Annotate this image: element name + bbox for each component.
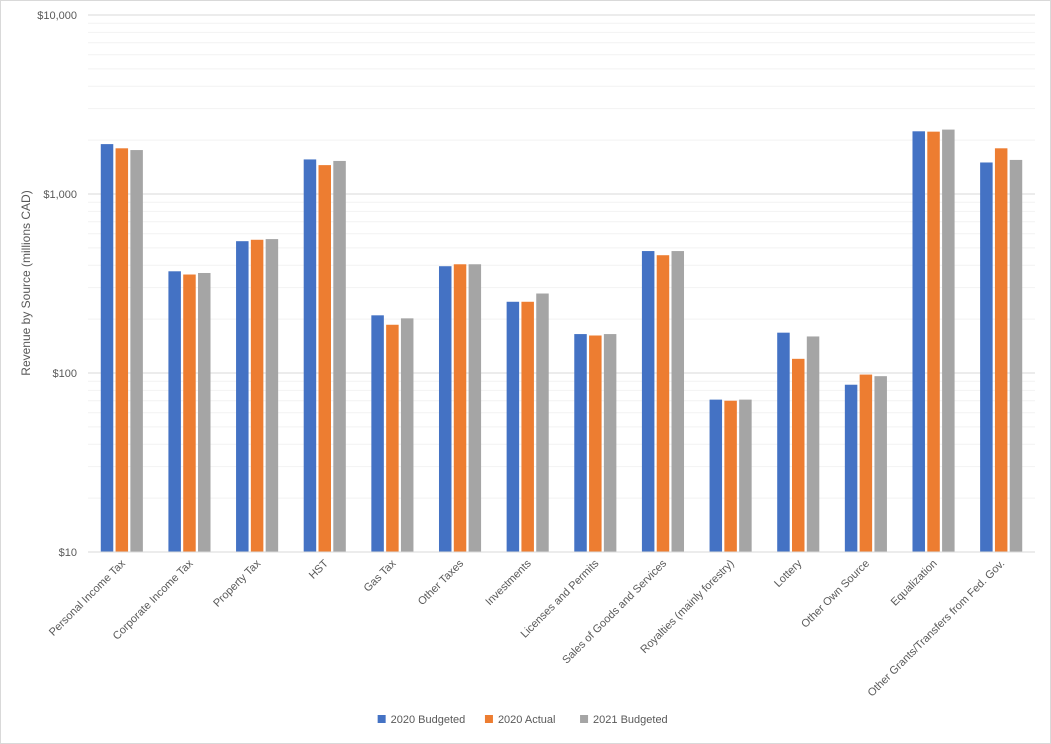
legend: 2020 Budgeted 2020 Actual 2021 Budgeted [377,714,668,726]
bar [724,400,737,552]
y-axis-ticks: $10 $100 $1,000 $10,000 [37,10,77,559]
bar [641,251,655,553]
bar [777,332,790,552]
bar [386,324,399,552]
x-category-label: Other Taxes [416,557,467,608]
bar [468,264,482,552]
bar [574,334,587,552]
bar [980,162,993,552]
bar [942,129,955,552]
x-category-label: Equalization [889,558,940,609]
bar [130,150,143,553]
bar [453,264,467,552]
bar [438,266,452,552]
bar [994,148,1008,553]
bar [859,374,873,552]
bar [236,241,249,552]
x-category-label: Investments [483,557,534,608]
legend-label: 2021 Budgeted [593,714,668,726]
x-category-label: HST [307,557,331,581]
bar [333,160,346,552]
bar [115,148,129,553]
bar [100,144,114,553]
x-category-label: Lottery [772,557,805,590]
y-tick-label: $1,000 [43,189,77,201]
bar [844,384,858,552]
legend-swatch [484,715,493,723]
x-category-label: Gas Tax [362,557,399,594]
bar [400,318,414,552]
gridlines [88,14,1035,553]
x-category-label: Personal Income Tax [47,557,128,638]
bar [371,315,384,552]
bar [739,399,752,552]
bar [806,336,820,552]
bar [912,131,925,552]
bar [874,376,887,552]
bar [536,293,549,552]
legend-label: 2020 Actual [498,714,556,726]
bar [1009,159,1023,552]
bar [318,165,331,553]
y-tick-label: $100 [53,368,77,380]
bar [168,271,181,552]
y-tick-label: $10,000 [37,10,77,22]
legend-swatch [580,715,589,723]
bar [183,274,196,552]
bar [589,335,602,552]
x-category-label: Property Tax [211,557,263,609]
legend-label: 2020 Budgeted [391,714,466,726]
legend-swatch [377,715,386,723]
y-axis-title: Revenue by Source (millions CAD) [19,190,33,375]
bar [709,399,723,552]
x-category-label: Other Grants/Transfers from Fed. Gov. [866,558,1008,700]
bar [927,131,940,552]
y-tick-label: $10 [59,547,77,559]
bar [198,272,211,552]
bar [603,334,617,552]
bar [303,159,317,552]
bar [506,301,520,552]
bar [671,251,685,553]
bar [792,358,805,552]
x-category-label: Other Own Source [799,558,872,631]
bar [265,239,279,552]
bar [521,301,534,552]
bars [100,129,1023,553]
bar [250,239,264,553]
bar [656,255,670,553]
